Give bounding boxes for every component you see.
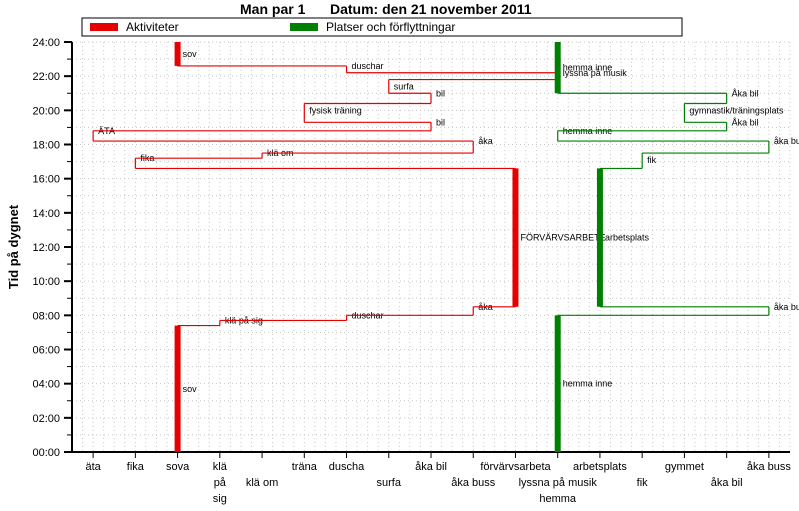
x-tick-label: fika (127, 461, 145, 473)
segment-label: surfa (394, 82, 414, 92)
y-tick-label: 16:00 (32, 174, 60, 186)
x-tick-label: förvärvsarbeta (480, 461, 551, 473)
segment-label: sov (183, 49, 198, 59)
chart-title-left: Man par 1 (240, 1, 306, 17)
x-tick-label: äta (85, 461, 101, 473)
x-tick-label: duscha (329, 461, 365, 473)
y-tick-label: 20:00 (32, 105, 60, 117)
chart-title-right: Datum: den 21 november 2011 (330, 1, 532, 17)
segment-label: FÖRVÄRVSARBETE (520, 233, 605, 243)
segment-label: Åka bil (732, 117, 759, 127)
y-tick-label: 02:00 (32, 413, 60, 425)
x-tick-label: träna (292, 461, 318, 473)
x-tick-label: hemma (539, 493, 577, 505)
x-tick-label: åka buss (451, 477, 496, 489)
y-tick-label: 14:00 (32, 208, 60, 220)
x-tick-label: gymmet (665, 461, 704, 473)
segment-label: bil (436, 88, 445, 98)
x-tick-label: klä om (246, 477, 278, 489)
y-tick-label: 04:00 (32, 379, 60, 391)
segment-label: hemma inne (563, 379, 613, 389)
y-axis-label: Tid på dygnet (6, 204, 21, 289)
y-tick-label: 00:00 (32, 447, 60, 459)
y-tick-label: 22:00 (32, 71, 60, 83)
chart-svg: Man par 1 Datum: den 21 november 2011 Akti… (0, 0, 799, 511)
x-tick-label: fik (637, 477, 649, 489)
x-tick-label: åka buss (747, 461, 792, 473)
x-tick-label: åka bil (711, 477, 743, 489)
y-tick-label: 18:00 (32, 140, 60, 152)
y-tick-label: 08:00 (32, 310, 60, 322)
segment-label: sov (183, 384, 198, 394)
y-tick-label: 24:00 (32, 37, 60, 49)
y-tick-label: 12:00 (32, 242, 60, 254)
segment-label: bil (436, 117, 445, 127)
segment-label: åka (478, 136, 493, 146)
y-tick-label: 10:00 (32, 276, 60, 288)
segment-label: fik (647, 155, 657, 165)
chart-container: Man par 1 Datum: den 21 november 2011 Akti… (0, 0, 799, 511)
x-tick-label: arbetsplats (573, 461, 627, 473)
legend-label: Platser och förflyttningar (326, 20, 455, 34)
segment-label: åka buss/spåra (774, 302, 799, 312)
x-tick-label: klä (213, 461, 228, 473)
x-tick-label: sig (213, 493, 227, 505)
legend-label: Aktiviteter (126, 20, 179, 34)
segment-label: duschar (352, 61, 384, 71)
segment-label: gymnastik/träningsplats (689, 106, 784, 116)
x-tick-label: sova (166, 461, 190, 473)
y-tick-label: 06:00 (32, 345, 60, 357)
segment-label: fysisk träning (309, 106, 362, 116)
segment-label: åka buss/spåra (774, 136, 799, 146)
x-tick-label: på (214, 477, 227, 489)
segment-label: Åka bil (732, 88, 759, 98)
segment-label: arbetsplats (605, 233, 650, 243)
segment-label: hemma inne (563, 63, 613, 73)
x-tick-label: lyssna på musik (519, 477, 598, 489)
x-tick-label: surfa (377, 477, 402, 489)
x-tick-label: åka bil (415, 461, 447, 473)
